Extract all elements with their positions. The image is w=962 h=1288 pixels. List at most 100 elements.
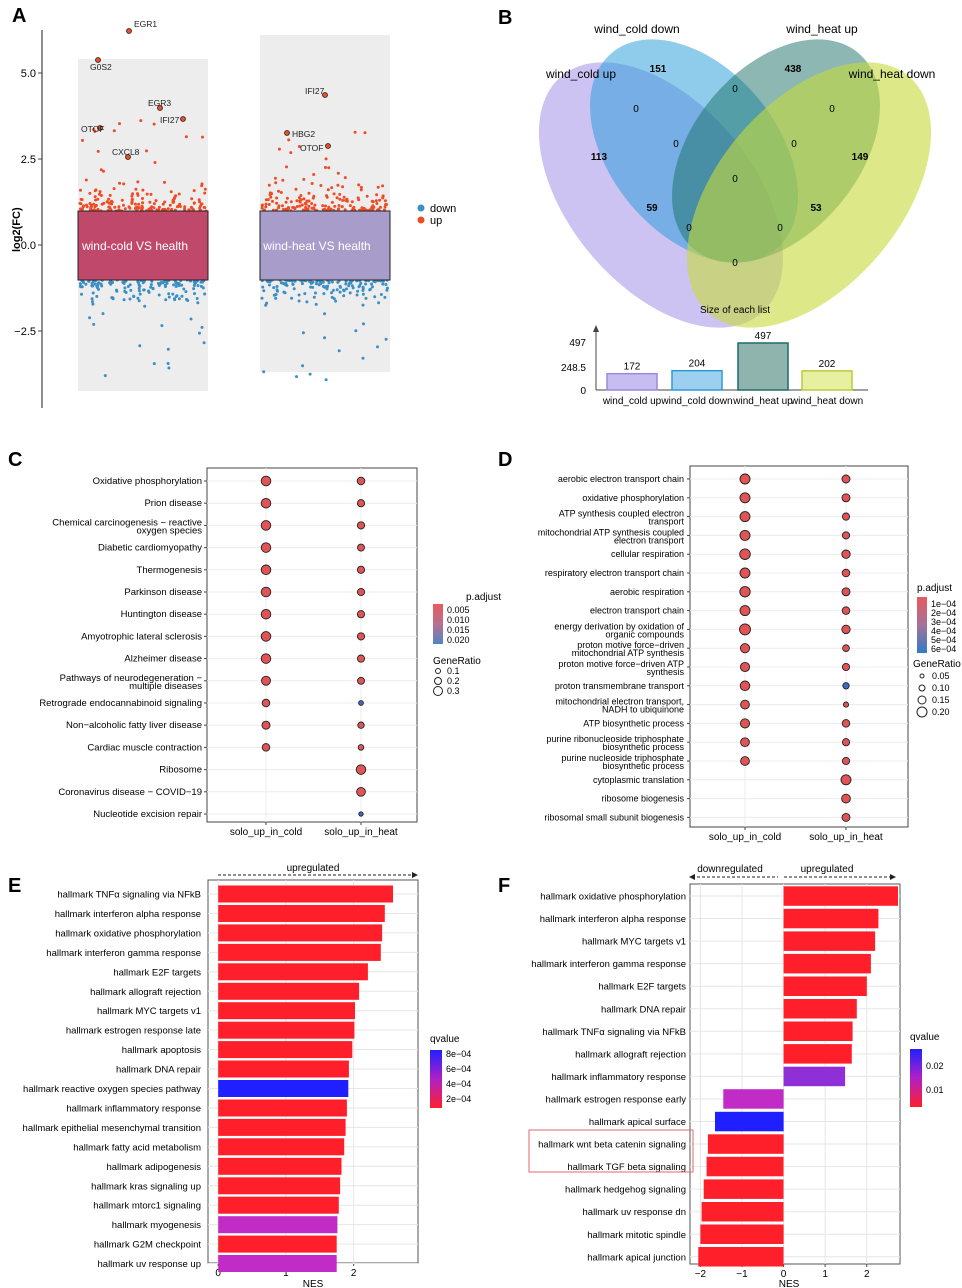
a-point-down (305, 300, 309, 304)
a-point-down (336, 280, 340, 284)
dot (356, 610, 366, 619)
term-label: oxidative phosphorylation (582, 493, 684, 503)
a-point-up (141, 188, 145, 192)
venn-count: 0 (791, 139, 797, 150)
a-point-up (203, 187, 207, 191)
a-point-down (177, 284, 181, 288)
a-point-up (287, 138, 291, 142)
a-point-up (153, 161, 157, 164)
panel-e-gsea: upregulated 0 1 2 hallmark TNFα signaling v… (23, 863, 472, 1288)
e-legend-gradient (430, 1050, 442, 1108)
a-point-up (122, 203, 125, 207)
a-point-down (150, 279, 154, 283)
dot (260, 520, 272, 531)
a-gene-label: EGR3 (148, 98, 171, 108)
a-point-down (124, 291, 128, 294)
venn-count: 0 (777, 223, 783, 234)
a-point-down (157, 284, 161, 287)
term-label: Pathways of neurodegeneration − multiple … (60, 673, 203, 692)
a-point-down (157, 293, 161, 297)
a-point-up (107, 197, 111, 201)
a-point-up (80, 207, 84, 211)
a-point-down (272, 286, 276, 290)
dot (357, 721, 365, 729)
a-legend-up: up (430, 215, 442, 227)
a-point-down (103, 374, 107, 378)
term-label: mitochondrial ATP synthesis coupled elect… (538, 527, 685, 545)
a-point-down (315, 282, 318, 286)
nes-bar (707, 1134, 784, 1154)
x-tick-label: 0 (781, 1269, 787, 1280)
a-point-down (301, 364, 305, 368)
c-plot: Oxidative phosphorylation Prion disease Ch… (39, 468, 417, 838)
a-point-up (304, 202, 307, 206)
a-point-up (169, 190, 173, 194)
a-point-down (111, 297, 115, 301)
term-label: Thermogenesis (137, 565, 203, 576)
venn-count: 0 (686, 223, 692, 234)
a-point-down (78, 282, 82, 286)
nes-bar (218, 963, 368, 981)
a-box-cold (77, 210, 209, 281)
a-point-up (150, 205, 154, 209)
c-legend-gr-title: GeneRatio (433, 656, 481, 667)
e-legend-tick: 8e−04 (446, 1049, 471, 1059)
a-point-down (314, 291, 317, 295)
a-point-up (275, 201, 279, 205)
a-point-down (358, 284, 362, 287)
a-point-up (337, 207, 341, 211)
d-legend-padj: 1e−04 (931, 599, 956, 609)
a-point-up (85, 205, 89, 209)
a-point-up (110, 199, 113, 203)
dot (842, 644, 850, 653)
a-point-up (80, 198, 84, 201)
nes-bar (218, 1099, 347, 1117)
a-point-up (190, 206, 194, 210)
a-point-up (336, 183, 340, 187)
a-point-down (381, 282, 385, 286)
a-point-down (82, 281, 85, 284)
d-legend-gr-title: GeneRatio (913, 659, 961, 670)
term-label: Cardiac muscle contraction (87, 742, 202, 753)
a-point-down (348, 281, 352, 285)
b-bar-label: wind_cold down (660, 396, 732, 407)
pathway-label: hallmark E2F targets (113, 967, 201, 978)
pathway-label: hallmark mtorc1 signaling (93, 1201, 201, 1212)
a-point-down (172, 283, 176, 287)
x-tick-label: 1 (822, 1269, 828, 1280)
dot (739, 643, 751, 654)
e-xlabel: NES (303, 1279, 324, 1288)
a-point-up (98, 190, 102, 194)
term-label: energy derivation by oxidation of organic… (554, 621, 684, 639)
d-legend-gr: 0.20 (932, 707, 950, 717)
a-point-up (299, 194, 303, 197)
x-label: solo_up_in_cold (709, 832, 781, 843)
term-label: ATP synthesis coupled electron transport (559, 509, 685, 527)
a-point-up (313, 203, 317, 207)
a-point-up (279, 191, 283, 194)
pathway-label: hallmark inflammatory response (66, 1103, 201, 1114)
nes-bar (783, 976, 867, 996)
a-point-up (345, 199, 349, 203)
a-point-up (141, 197, 144, 200)
a-point-down (175, 281, 179, 285)
a-point-down (166, 362, 170, 365)
a-point-down (129, 288, 133, 292)
b-ytick: 248.5 (561, 363, 586, 374)
panel-f-gsea: downregulated upregulated −2 −1 0 1 2 hallmar… (528, 864, 944, 1288)
term-label: ribosome biogenesis (601, 794, 684, 804)
a-point-up (297, 196, 301, 200)
pathway-label: hallmark TNFα signaling via NFkB (57, 890, 201, 901)
a-point-down (201, 286, 205, 290)
a-point-up (84, 178, 88, 182)
a-point-down (160, 324, 164, 328)
term-label: cytoplasmic translation (593, 775, 684, 785)
pathway-label: hallmark fatty acid metabolism (73, 1142, 201, 1153)
a-point-up (300, 203, 304, 207)
a-point-up (293, 206, 296, 210)
panel-label-d: D (498, 449, 512, 471)
pathway-label: hallmark reactive oxygen species pathway (23, 1084, 201, 1095)
b-bar-label: wind_cold up (602, 396, 662, 407)
pathway-label: hallmark estrogen response early (546, 1094, 687, 1105)
a-point-down (141, 281, 145, 285)
